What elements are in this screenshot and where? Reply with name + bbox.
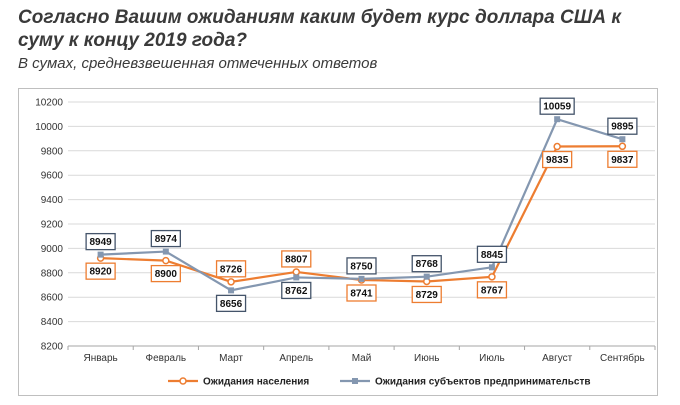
data-label-box-population — [215, 260, 247, 278]
data-point-population — [553, 142, 561, 151]
x-tick-label: Апрель — [279, 353, 313, 364]
data-point-population — [292, 268, 301, 276]
data-label-population: 8807 — [285, 254, 308, 265]
data-point-business — [228, 287, 235, 294]
data-label-box-population — [281, 250, 312, 268]
data-point-business — [97, 251, 104, 258]
y-tick-label: 9000 — [41, 244, 64, 255]
data-label-population: 8729 — [416, 290, 439, 301]
data-point-population — [162, 256, 170, 265]
y-tick-label: 8400 — [41, 317, 64, 328]
data-label-box-population — [607, 150, 638, 168]
data-label-business: 8974 — [155, 234, 178, 245]
x-tick-label: Август — [542, 353, 573, 364]
data-point-business — [554, 116, 561, 123]
data-label-business: 9895 — [611, 122, 634, 133]
data-point-business — [358, 275, 365, 282]
x-tick-label: Март — [219, 353, 243, 364]
x-tick-label: Январь — [83, 353, 117, 364]
data-label-box-business — [346, 257, 377, 275]
data-label-box-business — [411, 255, 442, 273]
data-label-business: 8762 — [285, 286, 308, 297]
y-tick-label: 9600 — [41, 171, 64, 182]
data-label-box-business — [607, 117, 638, 135]
y-tick-label: 9800 — [41, 146, 64, 157]
data-label-box-population — [346, 284, 377, 302]
chart-subtitle: В сумах, средневзвешенная отмеченных отв… — [18, 55, 378, 72]
legend-label-business: Ожидания субъектов предпринимательств — [375, 376, 590, 388]
data-label-business: 8750 — [350, 261, 373, 272]
data-label-population: 8767 — [481, 285, 504, 296]
y-tick-label: 9200 — [41, 220, 64, 231]
y-tick-label: 8200 — [41, 342, 64, 353]
data-point-population — [227, 278, 235, 286]
x-tick-label: Июль — [479, 353, 505, 364]
data-point-population — [488, 273, 496, 281]
data-label-box-population — [150, 264, 181, 283]
y-tick-label: 8600 — [41, 293, 64, 304]
y-tick-label: 8800 — [41, 268, 64, 279]
data-label-population: 8726 — [220, 264, 243, 275]
data-label-box-business — [215, 294, 247, 313]
data-point-population — [618, 142, 627, 151]
y-tick-label: 9400 — [41, 195, 64, 206]
data-label-box-population — [411, 285, 442, 304]
data-label-box-business — [539, 97, 575, 115]
data-point-business — [293, 274, 300, 281]
x-tick-label: Июнь — [414, 353, 439, 364]
data-label-business: 8768 — [416, 259, 439, 270]
legend-label-population: Ожидания населения — [203, 377, 309, 388]
data-label-box-business — [150, 229, 181, 248]
data-label-box-population — [476, 281, 508, 299]
x-tick-label: Май — [352, 353, 372, 364]
data-point-business — [488, 264, 495, 271]
data-point-business — [619, 136, 626, 143]
data-point-business — [423, 273, 430, 280]
chart-frame — [18, 88, 658, 396]
data-label-box-population — [542, 150, 573, 169]
data-point-business — [162, 248, 169, 255]
data-label-population: 9835 — [546, 155, 569, 166]
data-label-business: 8949 — [89, 237, 112, 248]
chart-title: Согласно Вашим ожиданиям каким будет кур… — [18, 7, 621, 51]
data-label-box-business — [85, 232, 116, 251]
legend-marker-business — [352, 378, 358, 384]
data-label-business: 10059 — [543, 102, 571, 113]
x-tick-label: Сентябрь — [600, 352, 645, 364]
data-label-business: 8845 — [481, 250, 504, 261]
data-label-box-business — [476, 245, 508, 263]
y-tick-label: 10200 — [35, 98, 63, 109]
data-label-population: 9837 — [611, 155, 634, 166]
data-label-business: 8656 — [220, 299, 243, 310]
legend-marker-population — [179, 377, 187, 385]
data-label-population: 8900 — [155, 269, 178, 280]
data-label-population: 8920 — [89, 267, 112, 278]
data-label-population: 8741 — [350, 288, 373, 299]
data-label-box-business — [281, 281, 312, 300]
x-tick-label: Февраль — [146, 353, 187, 364]
y-tick-label: 10000 — [35, 122, 63, 133]
data-label-box-population — [85, 262, 116, 280]
